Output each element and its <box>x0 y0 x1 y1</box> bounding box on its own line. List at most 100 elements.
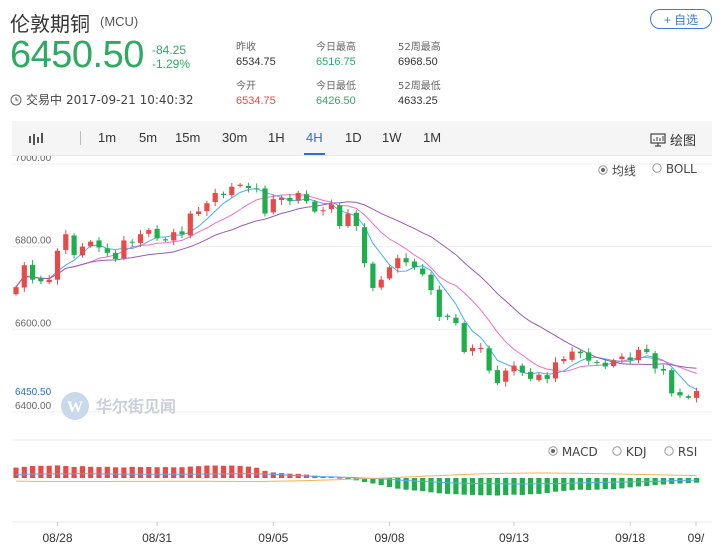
radio-checked-icon <box>598 165 608 175</box>
macd-bar <box>370 478 376 484</box>
toggle-ma[interactable]: 均线 <box>598 162 636 179</box>
macd-bar <box>544 478 550 493</box>
add-watchlist-button[interactable]: + 自选 <box>650 9 712 29</box>
x-tick-label: 09/ <box>688 531 705 545</box>
tab-1h[interactable]: 1H <box>268 130 285 145</box>
macd-dea-line <box>15 472 697 482</box>
x-tick-label: 09/08 <box>374 531 404 545</box>
macd-bar <box>328 476 334 478</box>
candle <box>611 358 617 368</box>
candle <box>204 200 210 217</box>
candle <box>469 344 476 356</box>
candle <box>13 285 19 296</box>
candle <box>544 371 550 384</box>
macd-bar <box>569 478 575 491</box>
y-axis-labels: 7000.00 6800.00 6600.00 6400.00 6450.50 <box>15 156 52 412</box>
macd-bar <box>88 466 94 478</box>
candle <box>635 347 642 364</box>
toggle-rsi[interactable]: RSI <box>664 445 697 459</box>
candle <box>519 363 525 376</box>
candle <box>71 233 77 259</box>
macd-bar <box>486 478 492 496</box>
stat-value: 6968.50 <box>398 56 438 68</box>
macd-bar <box>635 478 642 487</box>
candle <box>279 195 285 205</box>
macd-bar <box>204 465 210 478</box>
candle <box>220 191 227 199</box>
macd-bar <box>220 465 227 478</box>
macd-bar <box>528 478 534 495</box>
candle <box>21 261 27 293</box>
tab-1m[interactable]: 1m <box>98 130 117 145</box>
ma20-line <box>15 201 697 369</box>
candle <box>619 353 625 364</box>
watermark: W 华尔街见闻 <box>61 392 176 420</box>
radio-unchecked-icon <box>652 163 662 173</box>
stat-label: 今日最低 <box>316 81 356 92</box>
tab-1w[interactable]: 1W <box>382 130 402 145</box>
candle <box>30 259 36 284</box>
macd-bar <box>229 465 235 478</box>
candle <box>677 388 683 398</box>
toolbar-divider <box>80 131 81 145</box>
candle <box>644 344 650 355</box>
tab-1month[interactable]: 1M <box>423 130 442 145</box>
macd-bar <box>63 466 69 478</box>
stat-label: 今日最高 <box>316 42 356 53</box>
candle <box>287 193 293 206</box>
macd-bar <box>411 478 417 491</box>
x-tick-label: 09/05 <box>258 531 288 545</box>
macd-bar <box>420 478 426 492</box>
draw-button[interactable]: 绘图 <box>650 130 696 149</box>
macd-bar <box>21 466 27 478</box>
toggle-boll[interactable]: BOLL <box>652 162 697 176</box>
stat-label: 52周最低 <box>398 81 441 92</box>
candle <box>154 225 160 241</box>
candle <box>38 275 44 285</box>
radio-unchecked-icon <box>664 446 674 456</box>
macd-bar <box>30 466 36 478</box>
macd-bar <box>511 478 517 495</box>
candle <box>303 190 310 204</box>
macd-bar <box>146 466 152 478</box>
ma10-line <box>15 194 697 374</box>
macd-bar <box>503 478 509 496</box>
candle <box>511 361 517 376</box>
stat-value: 6534.75 <box>236 56 276 68</box>
stat-day-high: 今日最高 6516.75 <box>316 41 356 69</box>
candle <box>453 313 459 326</box>
stat-52w-low: 52周最低 4633.25 <box>398 80 441 108</box>
macd-bar <box>71 466 77 478</box>
macd-bar <box>13 467 19 478</box>
candle <box>528 368 534 382</box>
candle <box>536 373 542 382</box>
watermark-text: 华尔街见闻 <box>96 397 176 416</box>
candle <box>312 199 318 214</box>
trading-status: 交易中 2017-09-21 10:40:32 <box>10 91 193 108</box>
macd-panel <box>13 465 700 496</box>
candle <box>694 387 700 403</box>
candle <box>137 230 144 248</box>
price-chart[interactable]: 7000.00 6800.00 6600.00 6400.00 6450.50 W 华尔… <box>12 156 712 552</box>
macd-bar <box>179 467 185 478</box>
y-tick-label: 6600.00 <box>15 318 52 329</box>
tab-4h[interactable]: 4H <box>304 130 325 155</box>
macd-bar <box>254 467 260 478</box>
toggle-macd[interactable]: MACD <box>548 445 598 459</box>
draw-label: 绘图 <box>669 134 696 149</box>
macd-bar <box>337 477 343 479</box>
macd-bar <box>445 478 451 494</box>
candlestick-toggle-icon[interactable] <box>28 132 46 146</box>
tab-5m[interactable]: 5m <box>139 130 158 145</box>
y-tick-label: 6800.00 <box>15 236 52 247</box>
x-axis-labels: 08/28 08/31 09/05 09/08 09/13 09/18 09/ <box>42 522 705 545</box>
stat-day-low: 今日最低 6426.50 <box>316 80 356 108</box>
candle <box>669 368 675 397</box>
toggle-kdj[interactable]: KDJ <box>612 445 646 459</box>
stat-value: 6534.75 <box>236 95 276 107</box>
tab-1d[interactable]: 1D <box>345 130 362 145</box>
tab-30m[interactable]: 30m <box>222 130 248 145</box>
tab-15m[interactable]: 15m <box>175 130 201 145</box>
watermark-logo-icon: W <box>67 399 83 416</box>
candle <box>187 210 193 239</box>
